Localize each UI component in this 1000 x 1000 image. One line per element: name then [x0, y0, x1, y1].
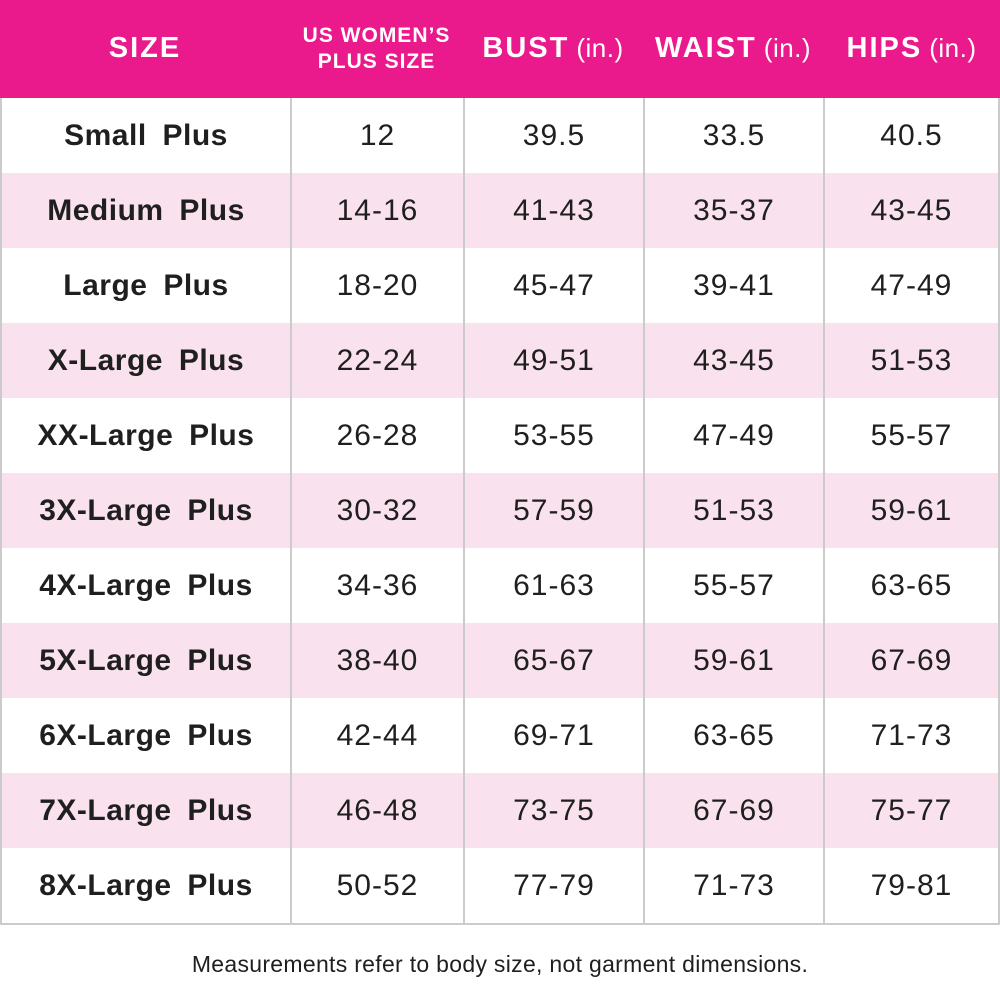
table-header: SIZE US WOMEN’S PLUS SIZE BUST (in.) WAIS…	[0, 0, 1000, 98]
bust-cell: 49-51	[463, 323, 643, 398]
size-cell: 6X-Large Plus	[39, 718, 253, 752]
table-row: 7X-Large Plus 46-48 73-75 67-69 75-77	[2, 773, 998, 848]
hips-cell: 47-49	[823, 248, 998, 323]
table-row: X-Large Plus 22-24 49-51 43-45 51-53	[2, 323, 998, 398]
table-row: XX-Large Plus 26-28 53-55 47-49 55-57	[2, 398, 998, 473]
waist-cell: 39-41	[643, 248, 823, 323]
us-plus-size-cell: 22-24	[290, 323, 463, 398]
header-cell-waist: WAIST (in.)	[643, 32, 823, 65]
us-plus-size-cell: 38-40	[290, 623, 463, 698]
bust-cell: 65-67	[463, 623, 643, 698]
us-plus-size-cell: 14-16	[290, 173, 463, 248]
hips-cell: 75-77	[823, 773, 998, 848]
size-cell: 7X-Large Plus	[39, 793, 253, 827]
bust-column-label: BUST	[482, 32, 570, 65]
us-plus-size-cell: 42-44	[290, 698, 463, 773]
hips-cell: 40.5	[823, 98, 998, 173]
header-cell-size: SIZE	[0, 32, 290, 65]
waist-cell: 59-61	[643, 623, 823, 698]
size-cell: XX-Large Plus	[37, 418, 255, 452]
header-cell-us-plus-size: US WOMEN’S PLUS SIZE	[290, 23, 463, 74]
us-plus-size-cell: 30-32	[290, 473, 463, 548]
bust-unit-label: (in.)	[576, 33, 624, 64]
table-row: 3X-Large Plus 30-32 57-59 51-53 59-61	[2, 473, 998, 548]
hips-cell: 79-81	[823, 848, 998, 923]
hips-column-label: HIPS	[846, 32, 923, 65]
hips-cell: 51-53	[823, 323, 998, 398]
waist-cell: 43-45	[643, 323, 823, 398]
waist-cell: 63-65	[643, 698, 823, 773]
size-cell: Medium Plus	[47, 193, 245, 227]
size-cell: 5X-Large Plus	[39, 643, 253, 677]
bust-cell: 41-43	[463, 173, 643, 248]
bust-cell: 61-63	[463, 548, 643, 623]
waist-cell: 71-73	[643, 848, 823, 923]
us-plus-size-cell: 26-28	[290, 398, 463, 473]
size-cell: 3X-Large Plus	[39, 493, 253, 527]
us-plus-size-cell: 12	[290, 98, 463, 173]
table-row: 5X-Large Plus 38-40 65-67 59-61 67-69	[2, 623, 998, 698]
table-row: 8X-Large Plus 50-52 77-79 71-73 79-81	[2, 848, 998, 923]
plus-size-chart: SIZE US WOMEN’S PLUS SIZE BUST (in.) WAIS…	[0, 0, 1000, 977]
size-cell: 8X-Large Plus	[39, 868, 253, 902]
header-cell-bust: BUST (in.)	[463, 32, 643, 65]
waist-cell: 67-69	[643, 773, 823, 848]
us-plus-size-cell: 18-20	[290, 248, 463, 323]
waist-cell: 47-49	[643, 398, 823, 473]
waist-cell: 55-57	[643, 548, 823, 623]
table-row: 4X-Large Plus 34-36 61-63 55-57 63-65	[2, 548, 998, 623]
hips-cell: 55-57	[823, 398, 998, 473]
waist-cell: 33.5	[643, 98, 823, 173]
waist-cell: 51-53	[643, 473, 823, 548]
waist-unit-label: (in.)	[763, 33, 812, 64]
hips-cell: 63-65	[823, 548, 998, 623]
table-body: Small Plus 12 39.5 33.5 40.5 Medium Plus…	[0, 98, 1000, 925]
hips-cell: 71-73	[823, 698, 998, 773]
waist-cell: 35-37	[643, 173, 823, 248]
size-cell: Large Plus	[63, 268, 229, 302]
hips-cell: 43-45	[823, 173, 998, 248]
table-row: Medium Plus 14-16 41-43 35-37 43-45	[2, 173, 998, 248]
bust-cell: 53-55	[463, 398, 643, 473]
table-row: 6X-Large Plus 42-44 69-71 63-65 71-73	[2, 698, 998, 773]
bust-cell: 77-79	[463, 848, 643, 923]
bust-cell: 73-75	[463, 773, 643, 848]
table-row: Large Plus 18-20 45-47 39-41 47-49	[2, 248, 998, 323]
hips-cell: 59-61	[823, 473, 998, 548]
us-plus-size-cell: 50-52	[290, 848, 463, 923]
us-plus-size-label-line1: US WOMEN’S	[302, 24, 451, 48]
table-row: Small Plus 12 39.5 33.5 40.5	[2, 98, 998, 173]
footnote: Measurements refer to body size, not gar…	[191, 951, 809, 977]
size-cell: Small Plus	[64, 118, 228, 152]
us-plus-size-cell: 34-36	[290, 548, 463, 623]
header-cell-hips: HIPS (in.)	[823, 32, 1000, 65]
size-cell: X-Large Plus	[47, 343, 245, 377]
us-plus-size-cell: 46-48	[290, 773, 463, 848]
hips-cell: 67-69	[823, 623, 998, 698]
bust-cell: 45-47	[463, 248, 643, 323]
size-column-label: SIZE	[108, 32, 182, 65]
bust-cell: 69-71	[463, 698, 643, 773]
size-cell: 4X-Large Plus	[39, 568, 253, 602]
bust-cell: 57-59	[463, 473, 643, 548]
hips-unit-label: (in.)	[929, 33, 977, 64]
bust-cell: 39.5	[463, 98, 643, 173]
us-plus-size-label-line2: PLUS SIZE	[317, 50, 436, 73]
waist-column-label: WAIST	[654, 32, 757, 65]
